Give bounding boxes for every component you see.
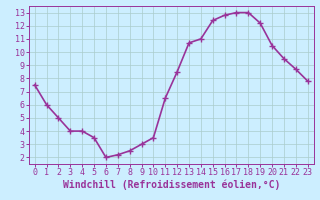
X-axis label: Windchill (Refroidissement éolien,°C): Windchill (Refroidissement éolien,°C): [62, 180, 280, 190]
